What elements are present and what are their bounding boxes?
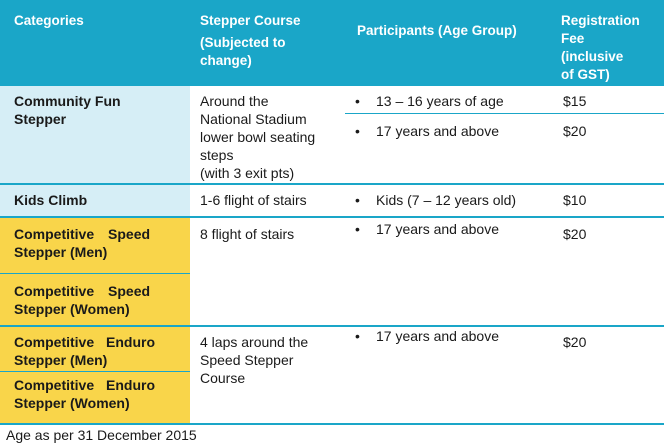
course-enduro-line3: Course [200, 370, 246, 386]
header-categories: Categories [14, 13, 84, 28]
footnote: Age as per 31 December 2015 [6, 427, 197, 443]
row-divider-enduro-sub [0, 371, 190, 372]
fee-community-1: $15 [563, 93, 587, 109]
course-community: Around the National Stadium lower bowl s… [200, 92, 345, 182]
category-speed-women-line2: Stepper (Women) [14, 301, 130, 317]
age-community-2: 17 years and above [376, 123, 499, 139]
row-divider-speed-sub [0, 273, 190, 274]
header-fee-line3: (inclusive [561, 49, 624, 64]
category-speed-men-line2: Stepper (Men) [14, 244, 108, 260]
category-enduro-men-line1: Competitive Enduro [14, 334, 156, 350]
category-speed-women-line1: Competitive Speed [14, 283, 151, 299]
bullet-icon: • [355, 192, 360, 208]
course-community-line5: (with 3 exit pts) [200, 165, 295, 181]
category-enduro-women-line1: Competitive Enduro [14, 377, 156, 393]
header-course-line3: change) [200, 53, 252, 68]
course-community-line2: National Stadium [200, 111, 307, 127]
course-speed: 8 flight of stairs [200, 226, 295, 242]
table-header-row [0, 0, 664, 86]
header-participants: Participants (Age Group) [357, 23, 517, 38]
fee-enduro: $20 [563, 334, 587, 350]
course-enduro: 4 laps around the Speed Stepper Course [200, 333, 345, 387]
category-community: Community Fun Stepper [14, 92, 184, 128]
fee-community-2: $20 [563, 123, 587, 139]
row-divider-community [0, 183, 664, 185]
category-enduro-women-line2: Stepper (Women) [14, 395, 130, 411]
category-enduro-men-line2: Stepper (Men) [14, 352, 108, 368]
category-speed-men: Competitive Speed Stepper (Men) [14, 225, 184, 261]
row-divider-speed [0, 325, 664, 327]
course-enduro-line2: Speed Stepper [200, 352, 294, 368]
course-community-line4: steps [200, 147, 234, 163]
header-course-line1: Stepper Course [200, 13, 301, 28]
course-kids: 1-6 flight of stairs [200, 192, 307, 208]
bullet-icon: • [355, 328, 360, 344]
header-fee: Registration Fee (inclusive of GST) [561, 12, 661, 84]
header-course-line2: (Subjected to [200, 35, 286, 50]
category-enduro-men: Competitive Enduro Stepper (Men) [14, 333, 184, 369]
fee-kids: $10 [563, 192, 587, 208]
table-bottom-border [0, 423, 664, 425]
row-divider-community-sub [345, 113, 664, 114]
course-community-line3: lower bowl seating [200, 129, 316, 145]
category-bg-community [0, 86, 190, 183]
category-community-line1: Community Fun [14, 93, 121, 109]
bullet-icon: • [355, 221, 360, 237]
category-speed-men-line1: Competitive Speed [14, 226, 151, 242]
category-speed-women: Competitive Speed Stepper (Women) [14, 282, 184, 318]
row-divider-kids [0, 216, 664, 218]
header-stepper-course: Stepper Course (Subjected to change) [200, 12, 350, 70]
course-community-line1: Around the [200, 93, 269, 109]
bullet-icon: • [355, 123, 360, 139]
age-kids: Kids (7 – 12 years old) [376, 192, 517, 208]
header-fee-line1: Registration [561, 13, 640, 28]
category-kids: Kids Climb [14, 192, 88, 208]
age-speed: 17 years and above [376, 221, 499, 237]
category-bg-enduro [0, 326, 190, 423]
age-enduro: 17 years and above [376, 328, 499, 344]
course-enduro-line1: 4 laps around the [200, 334, 309, 350]
header-fee-line4: of GST) [561, 67, 610, 82]
category-community-line2: Stepper [14, 111, 67, 127]
category-bg-kids [0, 184, 190, 216]
bullet-icon: • [355, 93, 360, 109]
header-fee-line2: Fee [561, 31, 585, 46]
category-enduro-women: Competitive Enduro Stepper (Women) [14, 376, 184, 412]
category-bg-speed [0, 217, 190, 325]
age-community-1: 13 – 16 years of age [376, 93, 504, 109]
fee-speed: $20 [563, 226, 587, 242]
